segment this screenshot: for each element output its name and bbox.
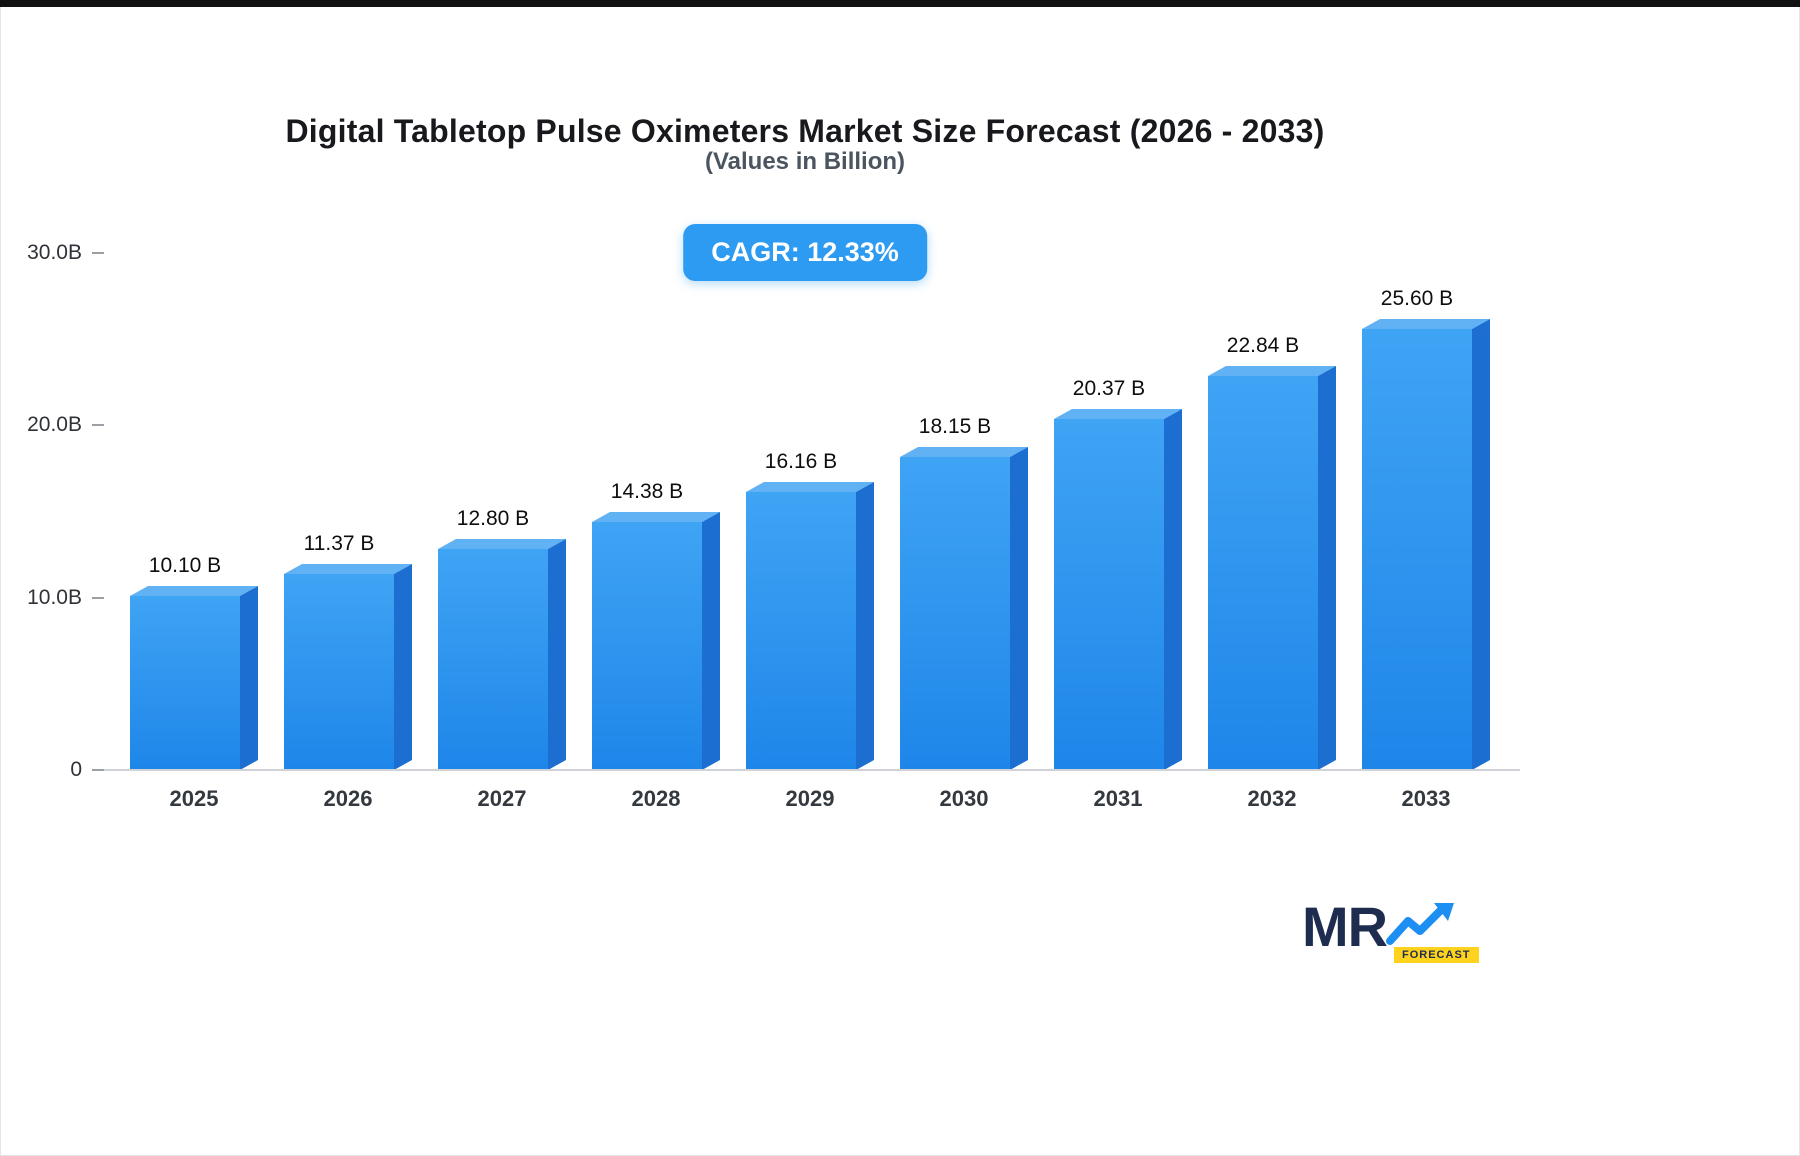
bar-front-face — [592, 522, 702, 770]
bar-value-label: 16.16 B — [764, 450, 838, 473]
bar-top-face — [1208, 366, 1336, 376]
bar-top-face — [284, 564, 412, 574]
bar: 12.80 B — [438, 253, 566, 770]
bar-front-face — [900, 457, 1010, 770]
bar: 18.15 B — [900, 253, 1028, 770]
top-strip — [0, 0, 1800, 7]
bar-top-face — [130, 586, 258, 596]
x-axis-label: 2032 — [1247, 786, 1297, 811]
y-tick: 0 — [20, 758, 104, 782]
bar: 20.37 B — [1054, 253, 1182, 770]
bar-value-label: 11.37 B — [303, 532, 375, 555]
bar-front-face — [1054, 419, 1164, 770]
bar-side-face — [1318, 366, 1336, 770]
bar-top-face — [592, 512, 720, 522]
y-tick: 20.0B — [20, 413, 104, 437]
y-axis-label: 10.0B — [27, 585, 82, 609]
bar-top-face — [1054, 409, 1182, 419]
cagr-badge: CAGR: 12.33% — [683, 224, 927, 281]
plot-area: 30.0B 20.0B 10.0B 0 10.10 B 11.37 B 12.80 … — [27, 241, 1520, 811]
bar-value-label: 18.15 B — [918, 415, 992, 438]
y-tick-mark — [92, 769, 104, 771]
x-axis-label: 2027 — [477, 786, 527, 811]
bar: 14.38 B — [592, 253, 720, 770]
bar-top-face — [900, 447, 1028, 457]
bar-top-face — [1362, 319, 1490, 329]
x-axis-label: 2028 — [631, 786, 681, 811]
bar-value-label: 12.80 B — [456, 507, 530, 530]
bar: 16.16 B — [746, 253, 874, 770]
bar-side-face — [1164, 409, 1182, 770]
y-axis-label: 20.0B — [27, 413, 82, 437]
bar-side-face — [702, 512, 720, 770]
bar-top-face — [438, 539, 566, 549]
bar-front-face — [746, 492, 856, 770]
bar-front-face — [130, 596, 240, 770]
bar: 10.10 B — [130, 253, 258, 770]
bar: 25.60 B — [1362, 253, 1490, 770]
bar-value-label: 25.60 B — [1380, 287, 1454, 310]
y-axis-label: 0 — [70, 758, 82, 781]
x-axis-label: 2025 — [169, 786, 219, 811]
bar-front-face — [1362, 329, 1472, 770]
y-axis-label: 30.0B — [27, 241, 82, 264]
bar: 22.84 B — [1208, 253, 1336, 770]
y-tick-mark — [92, 252, 104, 254]
bar-front-face — [438, 549, 548, 770]
x-axis-label: 2029 — [785, 786, 835, 811]
x-axis-label: 2031 — [1093, 786, 1143, 811]
x-axis-line — [104, 769, 1520, 771]
y-tick-mark — [92, 424, 104, 427]
bar-side-face — [856, 482, 874, 770]
y-tick: 10.0B — [20, 586, 104, 610]
bar-side-face — [1010, 447, 1028, 770]
bar-top-face — [746, 482, 874, 492]
bar: 11.37 B — [284, 253, 412, 770]
bar-side-face — [548, 539, 566, 770]
trend-arrow-icon — [1386, 903, 1454, 945]
bar-value-label: 22.84 B — [1226, 334, 1300, 357]
bar-front-face — [284, 574, 394, 770]
x-axis-label: 2033 — [1401, 786, 1451, 811]
bar-side-face — [394, 564, 412, 770]
bars: 10.10 B 11.37 B 12.80 B 14.38 B 16.16 B 18.15… — [130, 253, 1490, 770]
bar-side-face — [1472, 319, 1490, 770]
logo-tagline: FORECAST — [1394, 947, 1479, 963]
y-tick: 30.0B — [20, 241, 104, 265]
bar-value-label: 20.37 B — [1072, 377, 1146, 400]
bar-value-label: 10.10 B — [148, 554, 222, 577]
bar-value-label: 14.38 B — [610, 480, 684, 503]
brand-logo: MR FORECAST — [1302, 895, 1479, 972]
x-axis-label: 2026 — [323, 786, 373, 811]
y-tick-mark — [92, 596, 104, 599]
logo-text: MR — [1302, 895, 1388, 958]
bar-side-face — [240, 586, 258, 770]
bar-front-face — [1208, 376, 1318, 770]
x-axis-labels: 2025 2026 2027 2028 2029 2030 2031 2032 2033 — [130, 786, 1490, 812]
x-axis-label: 2030 — [939, 786, 989, 811]
chart-subtitle: (Values in Billion) — [704, 148, 906, 175]
chart-title: Digital Tabletop Pulse Oximeters Market … — [285, 113, 1325, 150]
